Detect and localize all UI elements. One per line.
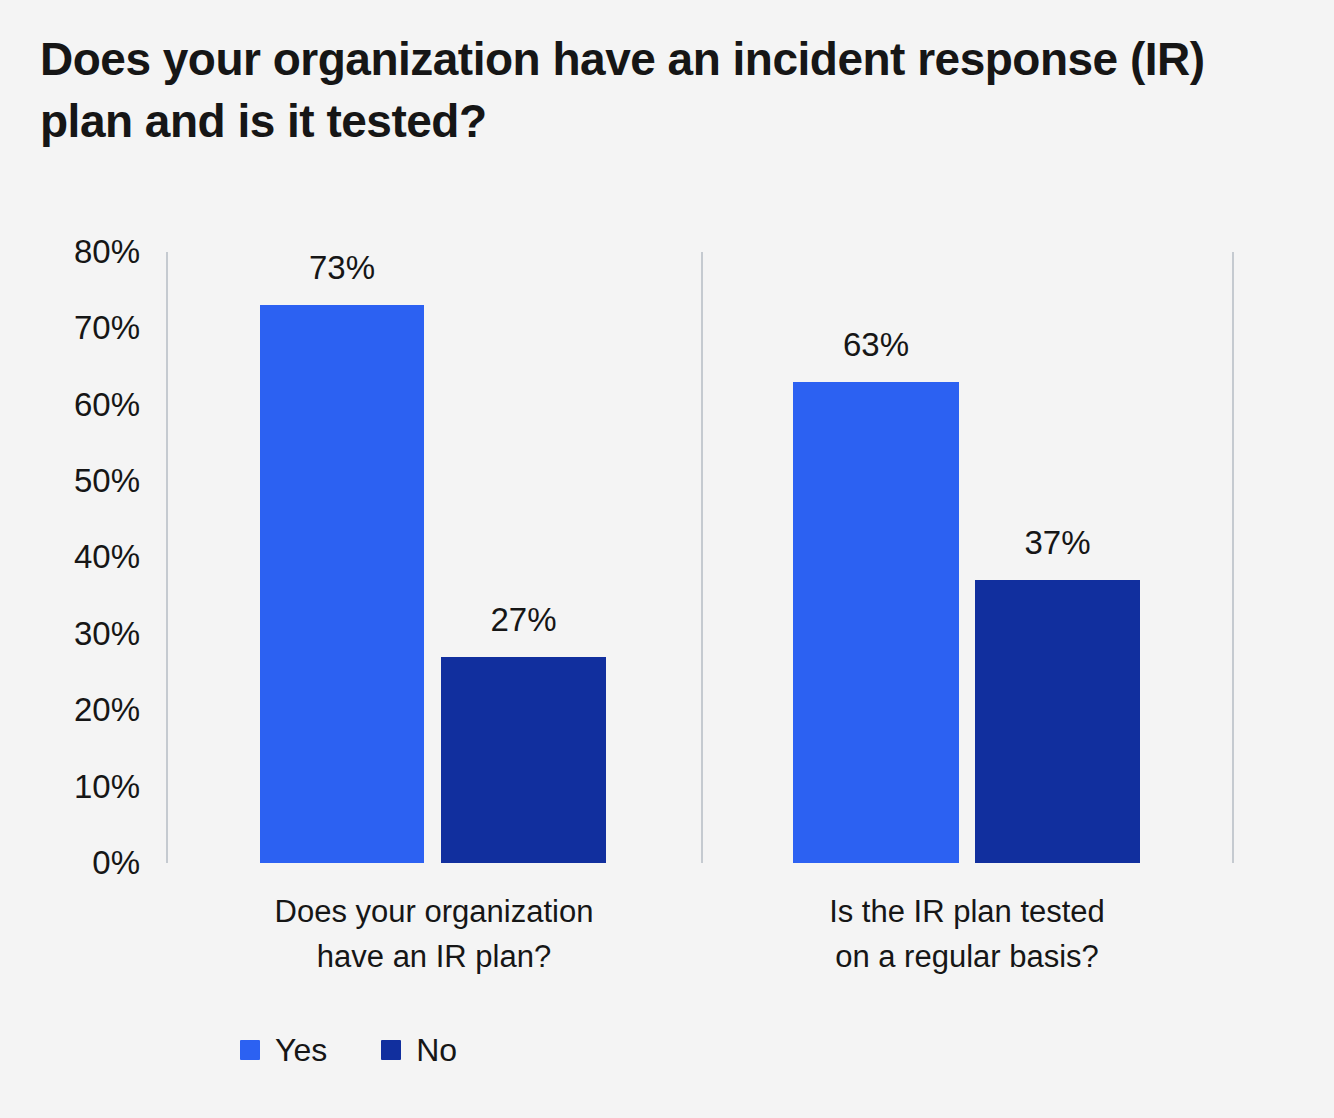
legend-label-no: No [416,1028,457,1072]
x-axis-label-group2-line2: on a regular basis? [701,934,1233,979]
x-axis-label-group1: Does your organization have an IR plan? [166,889,702,979]
x-axis-label-group2-line1: Is the IR plan tested [701,889,1233,934]
chart-title-line1: Does your organization have an incident … [40,28,1310,90]
bar-group1-no [441,657,606,863]
legend-swatch-no-icon [381,1040,401,1060]
legend-swatch-yes-icon [240,1040,260,1060]
legend-label-yes: Yes [275,1028,327,1072]
bar-group2-no [975,580,1140,863]
legend-item-no: No [381,1028,457,1072]
bar-group1-yes [260,305,424,863]
bar-column-group1-yes: 73% [260,252,424,863]
legend-item-yes: Yes [240,1028,327,1072]
bar-value-label-group1-yes: 73% [260,251,424,285]
x-axis-label-group2: Is the IR plan tested on a regular basis… [701,889,1233,979]
chart-title-line2: plan and is it tested? [40,90,1310,152]
bar-value-label-group2-no: 37% [975,526,1140,560]
chart-title: Does your organization have an incident … [40,28,1310,152]
legend: Yes No [240,1028,457,1072]
chart-page: Does your organization have an incident … [0,0,1334,1118]
x-axis-label-group1-line2: have an IR plan? [166,934,702,979]
bar-column-group2-no: 37% [975,252,1140,863]
bar-column-group2-yes: 63% [793,252,959,863]
x-axis-label-group1-line1: Does your organization [166,889,702,934]
bar-value-label-group2-yes: 63% [793,328,959,362]
plot-area: 73% 27% 63% 37% [0,252,1334,863]
bar-column-group1-no: 27% [441,252,606,863]
bar-group2-yes [793,382,959,863]
bar-value-label-group1-no: 27% [441,603,606,637]
